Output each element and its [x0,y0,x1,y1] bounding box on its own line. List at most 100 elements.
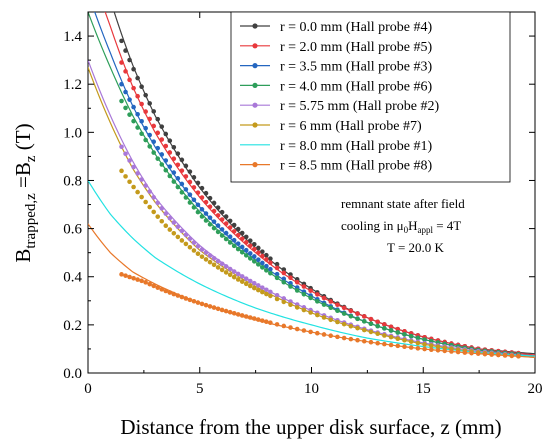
annotation-line-2-mid: H [408,218,417,233]
data-point [328,317,334,323]
data-point [243,276,249,282]
data-point [155,145,161,151]
data-point [131,118,136,124]
data-point [187,192,193,197]
legend-label-2: r = 3.5 mm (Hall probe #3) [280,60,432,75]
data-point [183,195,189,200]
y-axis-title: Btrapped,z =Bz (T) [11,123,39,262]
data-point [147,204,152,210]
annotation-line-2-sub-1: 0 [404,225,409,235]
data-point [203,257,209,262]
data-point [274,275,280,281]
data-point [415,346,421,351]
data-point [408,333,414,339]
data-point [388,324,394,330]
data-point [147,281,152,287]
data-point [163,288,169,294]
data-point [231,222,237,228]
data-point [247,238,253,243]
data-point [143,280,148,285]
data-point [402,332,407,337]
data-point [348,323,354,329]
data-point [341,321,347,327]
data-point [268,293,273,299]
data-point [159,152,165,157]
data-point [348,336,354,342]
data-point [147,101,152,106]
annotation-line-2-sub-2: appl [417,225,433,235]
data-point [502,353,508,358]
data-point [135,277,140,282]
data-point [183,187,189,192]
points-series-5 [119,168,521,359]
data-point [268,256,273,261]
data-point [127,97,132,102]
data-point [382,322,387,327]
data-point [355,325,360,331]
data-point [247,251,253,256]
data-point [207,222,213,227]
data-point [215,258,221,264]
data-point [163,211,169,216]
data-point [179,294,185,300]
data-point [175,162,181,168]
data-point [235,226,241,232]
data-point [243,234,249,240]
y-tick-label: 0.2 [63,318,82,334]
data-point [355,311,360,317]
data-point [223,230,229,236]
legend-marker-5 [252,122,258,128]
data-point [281,296,287,301]
data-point [388,328,394,333]
legend-label-4: r = 5.75 mm (Hall probe #2) [280,99,439,114]
data-point [179,228,185,234]
data-point [264,252,269,258]
data-point [429,343,434,348]
data-point [187,236,193,242]
data-point [235,277,241,282]
data-point [183,241,189,247]
data-point [281,267,287,272]
data-point [211,225,217,231]
data-point [143,183,148,188]
data-point [260,289,265,295]
data-point [215,306,221,312]
data-point [171,220,177,225]
data-point [187,200,193,205]
data-point [159,218,165,224]
y-tick-label: 1.0 [63,125,82,141]
data-point [489,352,494,357]
data-point [219,233,225,238]
data-point [123,48,128,53]
data-point [281,323,287,329]
data-point [361,327,367,333]
data-point [247,256,253,261]
data-point [239,230,245,236]
y-axis-ticks: 0.0 0.2 0.4 0.6 0.8 1.0 1.2 1.4 [63,11,535,382]
data-point [260,260,265,266]
data-point [215,213,221,218]
data-point [199,254,205,259]
data-point [175,234,181,240]
data-point [135,75,140,81]
data-point [151,123,157,129]
data-point [191,248,197,253]
data-point [368,316,374,322]
data-point [139,101,144,107]
data-point [167,227,173,232]
legend-marker-2 [252,63,258,69]
data-point [288,275,293,281]
data-point [348,313,354,319]
data-point [199,185,205,191]
data-point [163,131,169,137]
data-point [155,130,161,136]
data-point [355,337,360,343]
data-point [281,276,287,282]
data-point [143,137,148,143]
data-point [361,338,367,344]
data-point [442,348,448,354]
data-point [247,283,253,289]
data-point [219,267,225,273]
data-point [227,225,233,230]
data-point [171,291,177,297]
